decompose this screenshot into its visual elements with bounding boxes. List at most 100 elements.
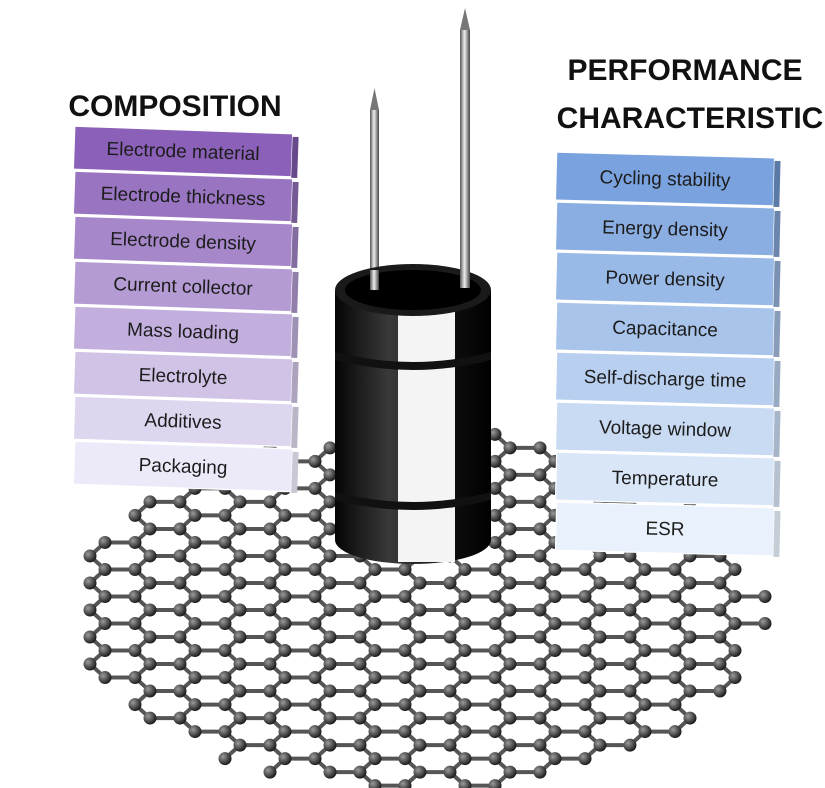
block-label: Packaging: [138, 455, 227, 479]
atom: [443, 630, 457, 644]
atom: [218, 508, 232, 522]
atom: [98, 535, 112, 549]
atom: [578, 725, 592, 739]
atom: [443, 711, 457, 725]
atom: [488, 752, 502, 766]
atom: [353, 576, 367, 590]
atom: [578, 644, 592, 658]
atom: [188, 562, 202, 576]
atom: [83, 549, 97, 563]
block-label: Mass loading: [127, 320, 240, 345]
atom: [83, 630, 97, 644]
atom: [233, 738, 247, 752]
block-side: [773, 260, 781, 308]
atom: [323, 711, 337, 725]
atom: [593, 549, 607, 563]
block: Cycling stability: [554, 151, 781, 208]
atom: [128, 698, 142, 712]
atom: [308, 454, 322, 468]
atom: [593, 576, 607, 590]
atom: [458, 589, 472, 603]
atom: [323, 657, 337, 671]
atom: [83, 657, 97, 671]
atom: [323, 738, 337, 752]
atom: [593, 684, 607, 698]
atom: [413, 765, 427, 779]
atom: [218, 617, 232, 631]
block-label: Temperature: [611, 468, 718, 492]
atom: [503, 522, 517, 536]
atom: [188, 617, 202, 631]
atom: [593, 657, 607, 671]
atom: [668, 589, 682, 603]
atom: [713, 603, 727, 617]
atom: [683, 576, 697, 590]
block-side: [773, 460, 781, 508]
atom: [173, 630, 187, 644]
block-side: [773, 410, 781, 458]
atom: [413, 738, 427, 752]
atom: [533, 657, 547, 671]
atom: [308, 508, 322, 522]
block: Power density: [554, 251, 781, 308]
block-label: Voltage window: [599, 417, 732, 441]
atom: [503, 468, 517, 482]
atom: [728, 562, 742, 576]
atom: [188, 671, 202, 685]
atom: [368, 589, 382, 603]
block: ESR: [554, 501, 781, 558]
block-side: [773, 510, 781, 558]
atom: [548, 589, 562, 603]
atom: [398, 671, 412, 685]
atom: [533, 630, 547, 644]
block-label: Electrolyte: [138, 365, 227, 389]
atom: [533, 738, 547, 752]
capacitor: [335, 8, 491, 564]
atom: [308, 562, 322, 576]
atom: [98, 617, 112, 631]
atom: [488, 671, 502, 685]
atom: [218, 562, 232, 576]
atom: [413, 684, 427, 698]
atom: [353, 657, 367, 671]
atom: [143, 495, 157, 509]
atom: [308, 535, 322, 549]
block-side: [291, 406, 299, 449]
block: Temperature: [554, 451, 781, 508]
atom: [188, 698, 202, 712]
atom: [368, 698, 382, 712]
atom: [233, 657, 247, 671]
atom: [218, 535, 232, 549]
atom: [443, 684, 457, 698]
atom: [533, 684, 547, 698]
atom: [143, 657, 157, 671]
atom: [533, 603, 547, 617]
atom: [308, 617, 322, 631]
block-side: [773, 310, 781, 358]
atom: [413, 603, 427, 617]
atom: [218, 671, 232, 685]
atom: [323, 630, 337, 644]
block: Electrolyte: [72, 350, 299, 404]
atom: [683, 657, 697, 671]
atom: [368, 752, 382, 766]
atom: [278, 508, 292, 522]
performance-title: CHARACTERISTIC: [557, 102, 824, 135]
atom: [233, 603, 247, 617]
atom: [278, 752, 292, 766]
block-label: ESR: [645, 519, 685, 541]
atom: [488, 698, 502, 712]
atom: [98, 562, 112, 576]
atom: [413, 630, 427, 644]
atom: [233, 495, 247, 509]
atom: [128, 589, 142, 603]
atom: [488, 508, 502, 522]
atom: [533, 576, 547, 590]
atom: [233, 711, 247, 725]
atom: [398, 617, 412, 631]
atom: [188, 644, 202, 658]
atom: [728, 671, 742, 685]
atom: [368, 671, 382, 685]
atom: [353, 630, 367, 644]
